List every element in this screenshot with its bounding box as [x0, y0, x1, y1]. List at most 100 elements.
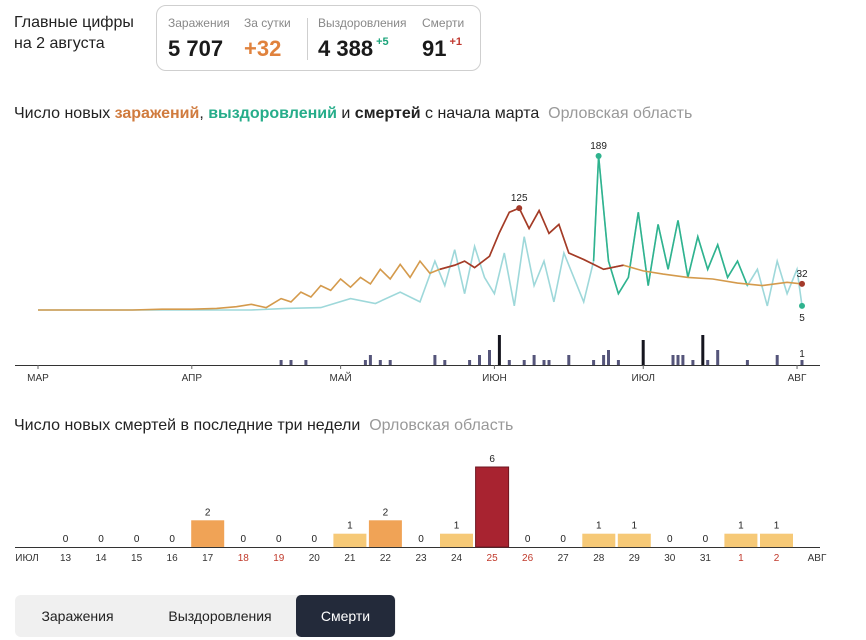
deaths-bar [681, 355, 685, 365]
deaths-bar [497, 335, 501, 365]
bar [724, 533, 758, 548]
x-axis-tick-label: МАР [27, 373, 49, 384]
deaths-bar [368, 355, 372, 365]
chart2-title: Число новых смертей в последние три неде… [14, 417, 513, 435]
recoveries-marker [799, 302, 805, 309]
bar-value-label: 0 [63, 534, 69, 545]
deaths-bar [279, 360, 283, 365]
deaths-bar [607, 350, 610, 365]
infections-value-label: 32 [796, 269, 808, 280]
bar-value-label: 1 [774, 521, 780, 532]
series-tabs: Заражения Выздоровления Смерти [15, 595, 396, 637]
deaths-bar [388, 360, 392, 365]
bar-value-label: 0 [525, 534, 531, 545]
bar-value-label: 1 [454, 521, 460, 532]
deaths-bar [671, 355, 675, 365]
bar-value-label: 0 [667, 534, 673, 545]
bar-category-label: 13 [60, 553, 72, 564]
bar-category-label: 27 [558, 553, 570, 564]
stat-infections-value: 5 707 [168, 36, 224, 61]
bar-category-label: 23 [415, 553, 427, 564]
bar-category-label: 21 [344, 553, 356, 564]
deaths-bar-chart: ИЮЛ АВГ0130140150162170180190201212220231… [15, 454, 827, 564]
deaths-bar [716, 350, 720, 365]
bar-value-label: 1 [632, 521, 638, 532]
stat-recoveries-label: Выздоровления [318, 16, 407, 30]
deaths-value-label: 1 [799, 349, 805, 360]
bar-value-label: 0 [169, 534, 175, 545]
deaths-bar [592, 360, 596, 365]
bar-value-label: 0 [276, 534, 282, 545]
deaths-bar [532, 355, 536, 365]
bar-category-label: 18 [238, 553, 250, 564]
stat-deaths-label: Смерти [422, 16, 465, 30]
bar-category-label: 29 [629, 553, 641, 564]
deaths-bar [443, 360, 447, 365]
bar-category-label: 28 [593, 553, 605, 564]
bar-category-label: 26 [522, 553, 534, 564]
deaths-bar [745, 360, 749, 365]
infections-line [38, 207, 803, 311]
bar [333, 533, 367, 548]
tab-recoveries[interactable]: Выздоровления [168, 608, 272, 624]
stat-recoveries: Выздоровления 4 388 +5 [318, 16, 407, 62]
bar-category-label: 25 [487, 553, 499, 564]
chart1-title-suffix: с начала марта [420, 105, 540, 122]
bar-value-label: 0 [703, 534, 709, 545]
bar [440, 533, 473, 548]
bar-category-label: 16 [167, 553, 179, 564]
deaths-bar [507, 360, 511, 365]
page-title-line2: на 2 августа [14, 35, 105, 52]
bar-value-label: 6 [489, 454, 495, 465]
infections-peak-line [439, 207, 624, 271]
x-axis-tick-label: АПР [182, 373, 203, 384]
deaths-bar [706, 360, 710, 365]
deaths-bar [641, 340, 645, 365]
bar-axis-start-label: ИЮЛ [15, 553, 38, 564]
deaths-bar [522, 360, 526, 365]
chart1-region: Орловская область [548, 105, 693, 122]
recoveries-value-label: 189 [590, 141, 607, 152]
chart1-title-prefix: Число новых [14, 105, 115, 122]
deaths-bar [363, 360, 367, 365]
tab-infections[interactable]: Заражения [41, 608, 114, 624]
stat-daily: За сутки +32 [244, 16, 291, 62]
bar-category-label: 20 [309, 553, 321, 564]
deaths-bar [691, 360, 695, 365]
bar-value-label: 2 [383, 507, 389, 518]
trend-chart: МАР АПР МАЙ ИЮН ИЮЛ АВГ 125 189 32 5 1 [15, 141, 820, 384]
bar-category-label: 15 [131, 553, 143, 564]
bar-value-label: 0 [560, 534, 566, 545]
chart2-region: Орловская область [369, 417, 514, 434]
recoveries-highlight-line [592, 155, 749, 296]
bar-category-label: 14 [95, 553, 107, 564]
deaths-bar [616, 360, 620, 365]
bar [582, 533, 616, 548]
bar-value-label: 0 [241, 534, 247, 545]
recoveries-value-label: 5 [799, 313, 805, 324]
bar-value-label: 0 [418, 534, 424, 545]
page-title-line1: Главные цифры [14, 14, 134, 31]
chart1-title: Число новых заражений, выздоровлений и с… [14, 105, 692, 123]
stat-infections: Заражения 5 707 [168, 16, 230, 62]
deaths-bar [800, 360, 804, 365]
infections-marker [799, 280, 805, 287]
bar-category-label: 22 [380, 553, 392, 564]
stat-deaths-increment: +1 [449, 36, 463, 48]
chart1-title-recoveries: выздоровлений [208, 105, 337, 122]
stat-recoveries-increment: +5 [376, 36, 389, 48]
bar [475, 467, 509, 547]
bar-category-label: 17 [202, 553, 214, 564]
deaths-bar [478, 355, 481, 365]
tab-deaths[interactable]: Смерти [296, 595, 395, 637]
x-axis-tick-label: МАЙ [330, 371, 352, 384]
chart1-title-and: и [336, 105, 355, 122]
deaths-bar [468, 360, 472, 365]
deaths-bar [289, 360, 293, 365]
deaths-bar [433, 355, 437, 365]
deaths-bar [701, 335, 705, 365]
deaths-bar [488, 350, 491, 365]
bar-category-label: 2 [774, 553, 780, 564]
bar-value-label: 0 [134, 534, 140, 545]
x-axis-tick-label: АВГ [788, 373, 807, 384]
